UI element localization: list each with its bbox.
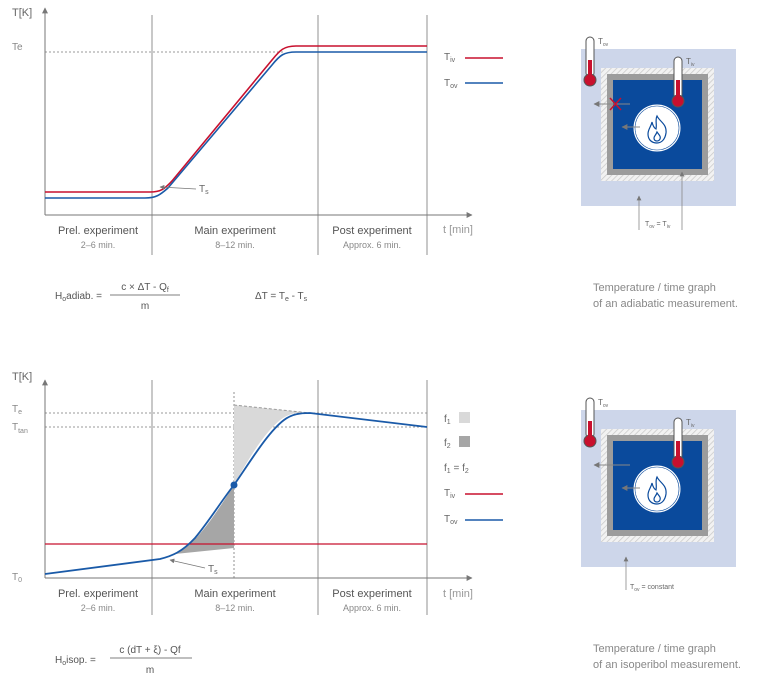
bottom-graph: T[K] t [min] Te Ttan T0 Ts f1 f2 f1 = f2… <box>12 371 503 615</box>
flame-icon <box>647 114 667 144</box>
top-x-axis-label: t [min] <box>443 224 473 236</box>
bottom-legend-f1-label: f1 <box>444 414 451 426</box>
bottom-phase-3-sub: Approx. 6 min. <box>343 603 401 613</box>
bottom-legend-eq-label: f1 = f2 <box>444 463 469 475</box>
top-formula-lhs: Hoadiab. = <box>55 291 102 303</box>
bottom-phase-2-sub: 8–12 min. <box>215 603 255 613</box>
bottom-phase-2-title: Main experiment <box>194 588 275 600</box>
bottom-legend-tov-label: Tov <box>444 514 458 526</box>
bottom-x-axis-label: t [min] <box>443 588 473 600</box>
bottom-ts-arrow <box>169 558 206 569</box>
top-phase-3-title: Post experiment <box>332 225 411 237</box>
top-phase-2-sub: 8–12 min. <box>215 240 255 250</box>
top-legend-tov-label: Tov <box>444 78 458 90</box>
top-curve-tiv <box>45 45 427 193</box>
bottom-legend-f1-swatch <box>459 412 470 423</box>
isoperibol-tov-label: Tov <box>598 398 609 409</box>
isoperibol-bomb-ring <box>634 466 680 512</box>
adiabatic-caption-line-1: Temperature / time graph <box>593 282 716 294</box>
bottom-area-f1 <box>234 405 310 485</box>
bottom-f1-top-dashed <box>233 404 311 414</box>
isoperibol-tiv-label: Tiv <box>686 418 695 429</box>
isoperibol-caption-line-1: Temperature / time graph <box>593 643 716 655</box>
isoperibol-caption-line-2: of an isoperibol measurement. <box>593 659 741 671</box>
bottom-formula-lhs: Hoisop. = <box>55 655 96 667</box>
bottom-legend-f2-label: f2 <box>444 438 451 450</box>
adiabatic-bomb-ring <box>634 105 680 151</box>
isoperibol-bottom-label: Tov = constant <box>630 584 674 593</box>
top-phase-3-sub: Approx. 6 min. <box>343 240 401 250</box>
adiabatic-tiv-label: Tiv <box>686 57 695 68</box>
cross-icon <box>609 97 622 111</box>
bottom-y-axis-label: T[K] <box>12 371 32 383</box>
top-legend-tiv-label: Tiv <box>444 52 456 64</box>
bottom-inflection-point <box>230 481 238 489</box>
top-te-label: Te <box>12 42 23 53</box>
thermometer-icon-outer <box>583 397 597 448</box>
top-graph: T[K] t [min] Te Ts Tiv Tov Prel. experim… <box>12 7 503 255</box>
thermometer-icon-inner <box>671 417 685 469</box>
adiabatic-caption-line-2: of an adiabatic measurement. <box>593 298 738 310</box>
bottom-formula-numerator: c (dT + ξ) - Qf <box>119 645 180 656</box>
bottom-phase-3-title: Post experiment <box>332 588 411 600</box>
bottom-phase-1-title: Prel. experiment <box>58 588 138 600</box>
top-ts-arrow <box>159 184 197 190</box>
top-formula: Hoadiab. = c × ΔT - Qf m ΔT = Te - Ts <box>55 282 308 312</box>
bottom-t0-label: T0 <box>12 572 22 584</box>
adiabatic-diagram: Tov Tiv Tov = Tiv Temperature / time gra… <box>581 36 738 310</box>
bottom-legend-tiv-label: Tiv <box>444 488 456 500</box>
top-formula-denominator: m <box>141 301 149 312</box>
bottom-ts-label: Ts <box>208 564 218 576</box>
bottom-formula-denominator: m <box>146 665 154 676</box>
thermometer-icon-inner <box>671 56 685 108</box>
thermometer-icon-outer <box>583 36 597 87</box>
top-phase-2-title: Main experiment <box>194 225 275 237</box>
bottom-ttan-label: Ttan <box>12 422 28 435</box>
top-curve-tov <box>45 51 427 199</box>
top-y-axis-label: T[K] <box>12 7 32 19</box>
flame-icon <box>647 475 667 505</box>
bottom-legend-f2-swatch <box>459 436 470 447</box>
top-ts-label: Ts <box>199 184 209 196</box>
bottom-area-f2 <box>175 485 234 554</box>
bottom-te-label: Te <box>12 404 22 416</box>
bottom-formula: Hoisop. = c (dT + ξ) - Qf m <box>55 645 192 676</box>
top-delta-formula: ΔT = Te - Ts <box>255 291 308 303</box>
top-formula-numerator: c × ΔT - Qf <box>121 282 169 294</box>
top-phase-1-title: Prel. experiment <box>58 225 138 237</box>
isoperibol-diagram: Tov Tiv Tov = constant Temperature / tim… <box>581 397 741 671</box>
bottom-phase-1-sub: 2–6 min. <box>81 603 116 613</box>
adiabatic-bottom-label: Tov = Tiv <box>645 221 671 230</box>
top-phase-1-sub: 2–6 min. <box>81 240 116 250</box>
adiabatic-tov-label: Tov <box>598 37 609 48</box>
